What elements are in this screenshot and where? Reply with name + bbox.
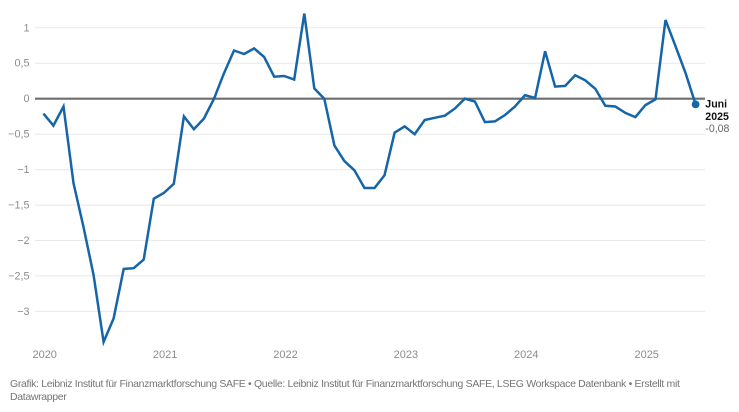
svg-text:-0,08: -0,08 — [705, 123, 729, 135]
svg-text:−1,5: −1,5 — [8, 200, 29, 212]
svg-text:2020: 2020 — [32, 349, 56, 361]
svg-text:2025: 2025 — [634, 349, 658, 361]
svg-text:−3: −3 — [17, 306, 29, 318]
svg-text:−2,5: −2,5 — [8, 270, 29, 282]
svg-text:−1: −1 — [17, 164, 29, 176]
svg-text:−2: −2 — [17, 235, 29, 247]
svg-text:2021: 2021 — [153, 349, 177, 361]
svg-text:2024: 2024 — [514, 349, 538, 361]
svg-text:0: 0 — [23, 93, 29, 105]
svg-text:2023: 2023 — [394, 349, 418, 361]
svg-text:0,5: 0,5 — [14, 58, 29, 70]
svg-text:Juni: Juni — [705, 99, 727, 111]
svg-text:2022: 2022 — [273, 349, 297, 361]
svg-text:−0,5: −0,5 — [8, 129, 29, 141]
svg-text:2025: 2025 — [705, 111, 729, 123]
svg-text:1: 1 — [23, 22, 29, 34]
